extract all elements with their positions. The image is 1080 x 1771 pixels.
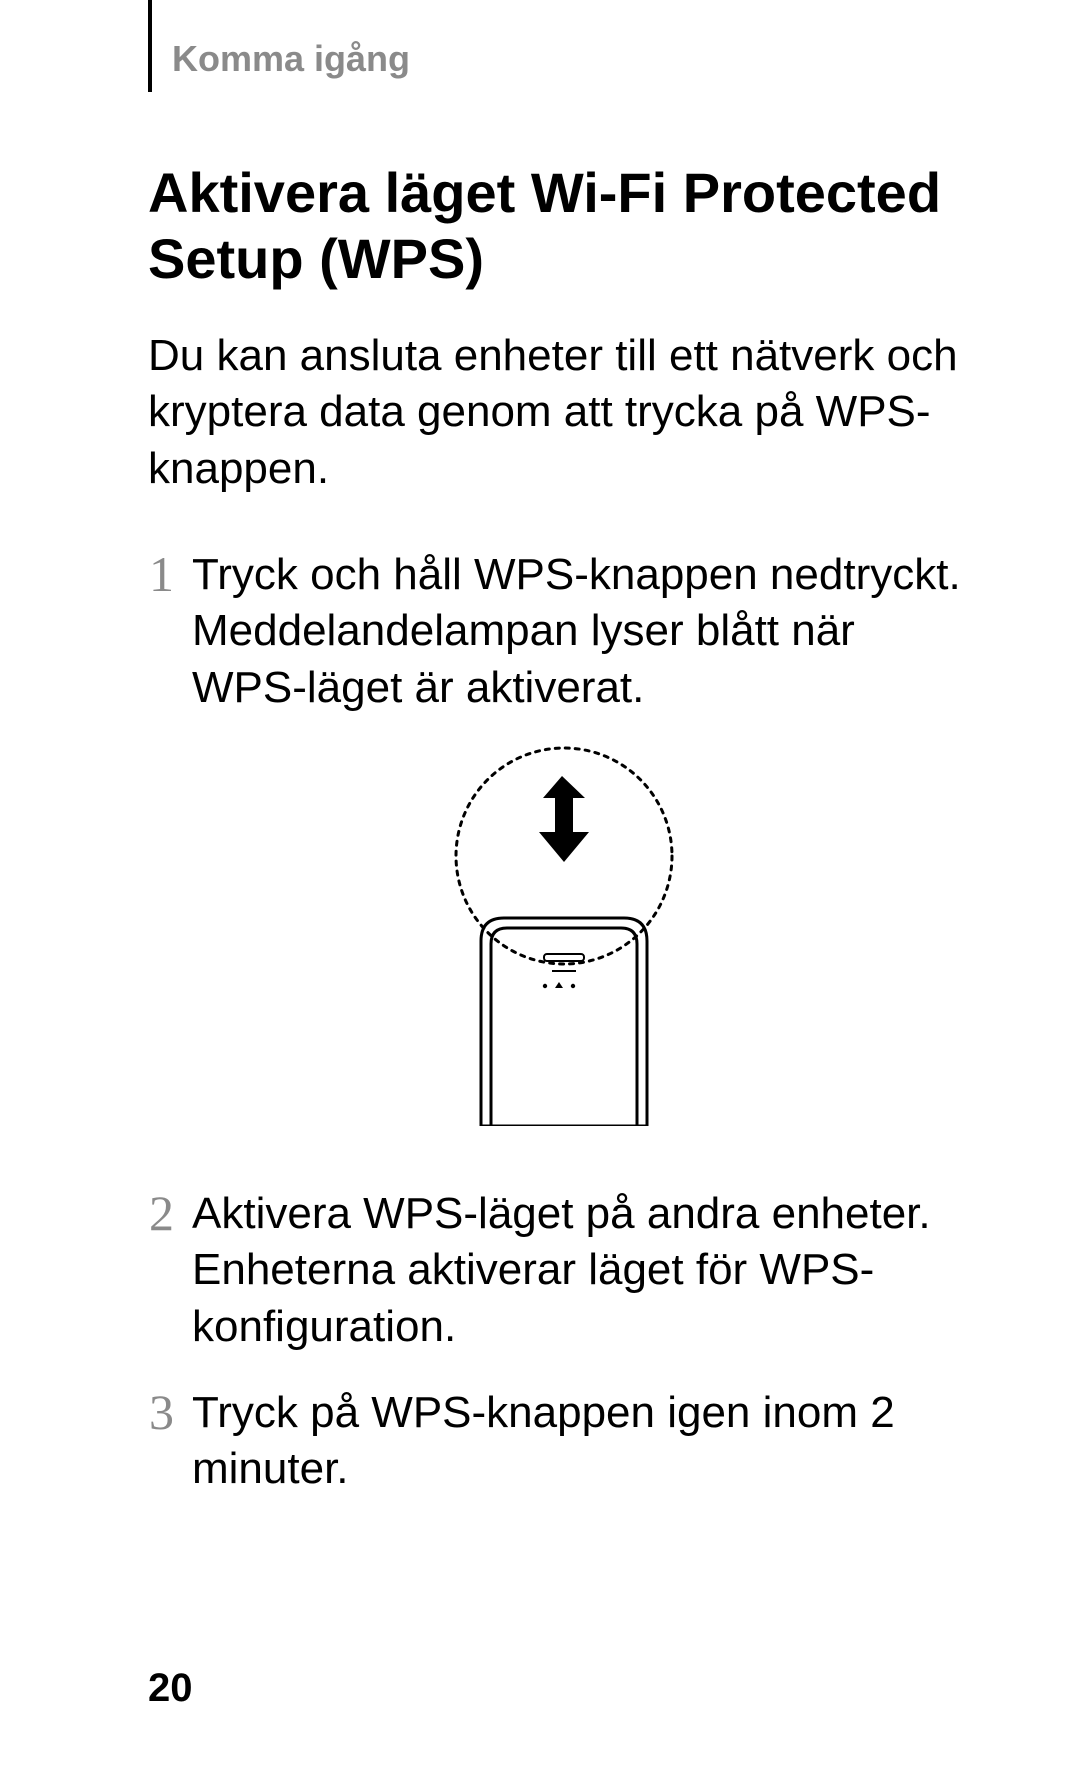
step-number: 3 xyxy=(120,1385,174,1440)
step-text: Tryck och håll WPS-knappen nedtryckt. Me… xyxy=(192,547,980,716)
wps-illustration xyxy=(148,746,980,1126)
page: Komma igång Aktivera läget Wi-Fi Protect… xyxy=(0,0,1080,1771)
page-number: 20 xyxy=(148,1666,193,1711)
intro-paragraph: Du kan ansluta enheter till ett nätverk … xyxy=(148,328,980,497)
device-svg-icon xyxy=(409,746,719,1126)
breadcrumb: Komma igång xyxy=(172,38,410,80)
step-3: 3 Tryck på WPS-knappen igen inom 2 minut… xyxy=(120,1385,980,1498)
header-rule xyxy=(148,0,152,92)
step-2: 2 Aktivera WPS-läget på andra enheter. E… xyxy=(120,1186,980,1355)
step-1: 1 Tryck och håll WPS-knappen nedtryckt. … xyxy=(120,547,980,716)
press-arrow-icon xyxy=(539,776,589,862)
step-text: Tryck på WPS-knappen igen inom 2 minuter… xyxy=(192,1385,980,1498)
step-number: 1 xyxy=(120,547,174,602)
step-number: 2 xyxy=(120,1186,174,1241)
illustration-box xyxy=(409,746,719,1126)
page-heading: Aktivera läget Wi-Fi Protected Setup (WP… xyxy=(148,160,980,292)
step-text: Aktivera WPS-läget på andra enheter. Enh… xyxy=(192,1186,980,1355)
content-area: Aktivera läget Wi-Fi Protected Setup (WP… xyxy=(148,160,980,1520)
